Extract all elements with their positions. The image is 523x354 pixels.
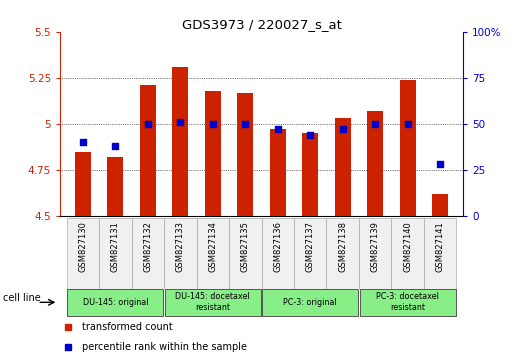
Text: GSM827134: GSM827134	[208, 221, 217, 272]
Point	[144, 121, 152, 127]
Point	[209, 121, 217, 127]
FancyBboxPatch shape	[359, 218, 391, 289]
Bar	[75, 152, 91, 216]
FancyBboxPatch shape	[66, 218, 99, 289]
Text: GSM827136: GSM827136	[273, 221, 282, 272]
FancyBboxPatch shape	[294, 218, 326, 289]
Point	[371, 121, 379, 127]
Bar	[400, 80, 416, 216]
FancyBboxPatch shape	[360, 289, 456, 316]
Text: cell line: cell line	[3, 293, 41, 303]
FancyBboxPatch shape	[326, 218, 359, 289]
Bar	[204, 91, 221, 216]
FancyBboxPatch shape	[424, 218, 457, 289]
Point	[241, 121, 249, 127]
Text: GSM827135: GSM827135	[241, 221, 250, 272]
Bar	[172, 67, 188, 216]
Text: GSM827130: GSM827130	[78, 221, 87, 272]
Text: GSM827139: GSM827139	[371, 221, 380, 272]
Text: GSM827131: GSM827131	[111, 221, 120, 272]
Point	[403, 121, 412, 127]
Point	[338, 127, 347, 132]
Bar	[140, 85, 156, 216]
Text: GSM827132: GSM827132	[143, 221, 152, 272]
Bar	[107, 157, 123, 216]
Text: GSM827133: GSM827133	[176, 221, 185, 272]
Bar	[302, 133, 319, 216]
Bar	[270, 130, 286, 216]
Bar	[335, 118, 351, 216]
Text: GSM827141: GSM827141	[436, 221, 445, 272]
FancyBboxPatch shape	[67, 289, 163, 316]
Text: GSM827138: GSM827138	[338, 221, 347, 272]
Text: DU-145: original: DU-145: original	[83, 298, 148, 307]
FancyBboxPatch shape	[262, 218, 294, 289]
Point	[274, 127, 282, 132]
Text: PC-3: original: PC-3: original	[283, 298, 337, 307]
FancyBboxPatch shape	[132, 218, 164, 289]
Bar	[432, 194, 448, 216]
Text: GSM827140: GSM827140	[403, 221, 412, 272]
FancyBboxPatch shape	[262, 289, 358, 316]
FancyBboxPatch shape	[229, 218, 262, 289]
FancyBboxPatch shape	[165, 289, 261, 316]
Title: GDS3973 / 220027_s_at: GDS3973 / 220027_s_at	[181, 18, 342, 31]
FancyBboxPatch shape	[99, 218, 132, 289]
Text: DU-145: docetaxel
resistant: DU-145: docetaxel resistant	[175, 292, 250, 312]
FancyBboxPatch shape	[164, 218, 197, 289]
FancyBboxPatch shape	[197, 218, 229, 289]
Text: percentile rank within the sample: percentile rank within the sample	[82, 342, 247, 352]
Text: PC-3: docetaxel
resistant: PC-3: docetaxel resistant	[376, 292, 439, 312]
Text: GSM827137: GSM827137	[306, 221, 315, 272]
Point	[111, 143, 120, 149]
FancyBboxPatch shape	[391, 218, 424, 289]
Point	[436, 161, 445, 167]
Text: transformed count: transformed count	[82, 322, 173, 332]
Point	[306, 132, 314, 138]
Bar	[367, 111, 383, 216]
Point	[176, 119, 185, 125]
Point	[78, 139, 87, 145]
Bar	[237, 93, 253, 216]
